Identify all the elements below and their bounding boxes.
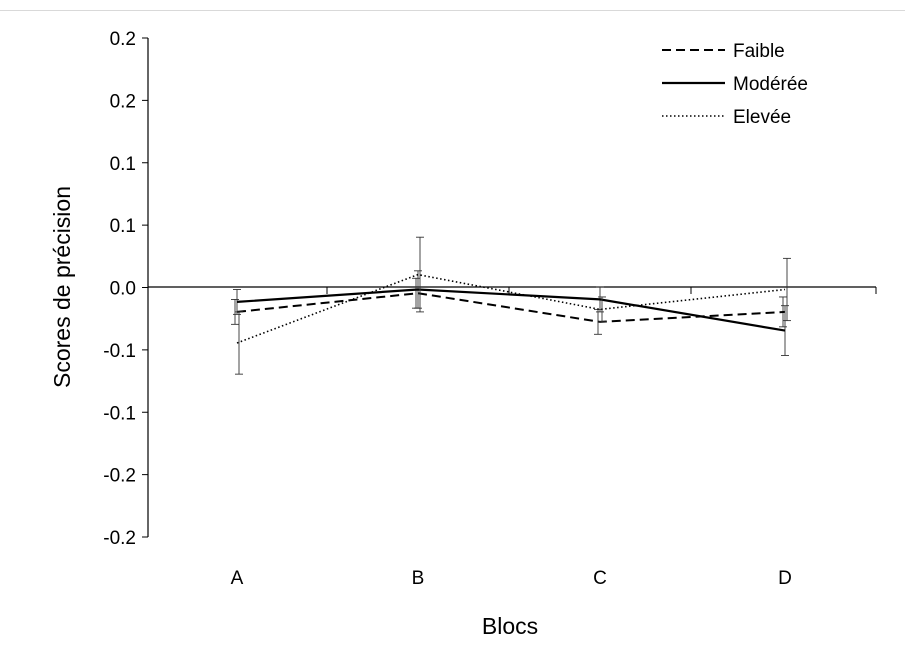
y-tick-label: 0.2 — [110, 29, 136, 50]
series-layer — [231, 236, 791, 375]
y-tick-label: -0.1 — [103, 341, 136, 362]
legend-label: Faible — [733, 41, 785, 62]
y-tick-label: 0.2 — [110, 91, 136, 112]
x-tick-label: C — [593, 568, 607, 589]
y-tick-label: 0.1 — [110, 154, 136, 175]
top-rule — [0, 10, 905, 11]
series-line — [236, 273, 786, 344]
x-tick-label: D — [778, 568, 792, 589]
series-1 — [233, 270, 789, 356]
y-tick-label: -0.1 — [103, 403, 136, 424]
y-tick-label: -0.2 — [103, 528, 136, 549]
series-line — [236, 288, 786, 332]
x-axis-title: Blocs — [482, 613, 538, 639]
series-line — [236, 292, 786, 323]
y-tick-label: -0.2 — [103, 466, 136, 487]
series-2 — [235, 236, 791, 375]
legend: Faible Modérée Elevée — [662, 41, 808, 128]
legend-label: Modérée — [733, 74, 808, 95]
x-tick-labels: A B C D — [147, 287, 877, 589]
y-tick-label: 0.0 — [110, 279, 136, 300]
y-tick-label: 0.1 — [110, 216, 136, 237]
x-tick-label: B — [412, 568, 425, 589]
x-tick-label: A — [231, 568, 244, 589]
y-tick-labels: 0.2 0.2 0.1 0.1 0.0 -0.1 -0.1 -0.2 -0.2 — [103, 29, 148, 549]
y-axis-title: Scores de précision — [49, 186, 75, 388]
legend-label: Elevée — [733, 107, 791, 128]
